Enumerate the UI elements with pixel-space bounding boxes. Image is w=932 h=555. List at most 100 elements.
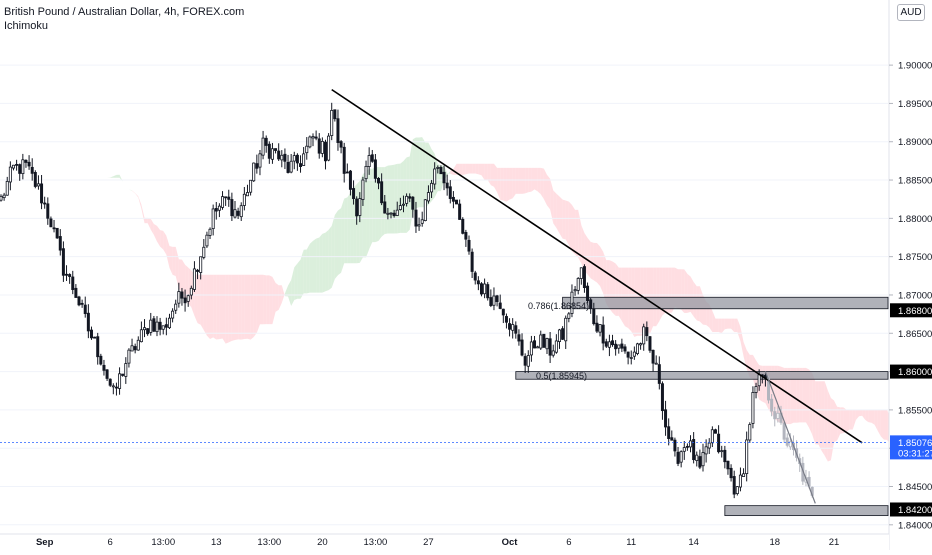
candle-up xyxy=(421,220,423,224)
candle-down xyxy=(465,232,467,239)
candle-up xyxy=(402,204,404,205)
candle-up xyxy=(493,296,495,305)
candle-down xyxy=(646,328,648,336)
candle-up xyxy=(250,180,252,192)
cloud-segment-bear xyxy=(232,275,235,341)
price-tick-label: 1.88500 xyxy=(898,176,932,187)
price-tick-label: 1.87000 xyxy=(898,290,932,301)
candle-up xyxy=(328,136,330,160)
candle-up xyxy=(212,209,214,229)
level-label: 1.84200 xyxy=(898,505,932,516)
cloud-segment-bull xyxy=(388,165,391,233)
candle-up xyxy=(312,137,314,138)
candle-down xyxy=(524,356,526,365)
candle-down xyxy=(215,208,217,211)
price-tick-label: 1.86500 xyxy=(898,329,932,340)
cloud-segment-bear xyxy=(559,196,562,238)
candle-down xyxy=(377,178,379,183)
cloud-segment-bull xyxy=(369,169,372,250)
candle-down xyxy=(730,468,732,477)
cloud-segment-bear xyxy=(263,275,266,325)
candle-up xyxy=(125,364,127,377)
cloud-segment-bear xyxy=(603,252,606,304)
cloud-segment-bear xyxy=(210,275,213,339)
candle-down xyxy=(181,292,183,298)
time-tick-label: 6 xyxy=(566,537,571,548)
candle-down xyxy=(352,189,354,199)
candle-up xyxy=(574,290,576,291)
cloud-segment-bear xyxy=(491,164,494,187)
candle-down xyxy=(103,365,105,370)
cloud-segment-bull xyxy=(110,176,113,177)
candle-down xyxy=(343,147,345,173)
candle-down xyxy=(446,183,448,188)
candle-down xyxy=(449,187,451,199)
candle-down xyxy=(16,164,18,165)
candle-up xyxy=(128,350,130,363)
cloud-segment-bull xyxy=(329,226,332,290)
candle-down xyxy=(100,356,102,364)
price-axis-bg xyxy=(889,0,932,550)
candle-up xyxy=(150,320,152,332)
current-price-label: 1.85076 xyxy=(898,438,932,449)
cloud-segment-bear xyxy=(169,246,172,275)
candle-up xyxy=(259,154,261,167)
cloud-segment-bear xyxy=(207,275,210,339)
candle-up xyxy=(736,487,738,494)
candle-up xyxy=(303,154,305,166)
candle-up xyxy=(643,327,645,344)
candle-down xyxy=(505,316,507,322)
currency-label[interactable]: AUD xyxy=(897,4,925,21)
candle-down xyxy=(318,139,320,153)
cloud-segment-bull xyxy=(316,238,319,293)
candle-up xyxy=(640,344,642,345)
candle-down xyxy=(337,119,339,143)
candle-up xyxy=(434,169,436,184)
candle-down xyxy=(72,277,74,290)
candle-up xyxy=(680,452,682,462)
candle-up xyxy=(683,448,685,452)
candle-up xyxy=(633,352,635,356)
cloud-segment-bear xyxy=(837,407,840,441)
candle-down xyxy=(69,274,71,276)
cloud-segment-bear xyxy=(691,277,694,317)
candle-up xyxy=(321,141,323,153)
candle-down xyxy=(615,344,617,349)
cloud-segment-bull xyxy=(313,239,316,293)
candle-up xyxy=(530,342,532,355)
candle-down xyxy=(225,197,227,198)
candle-down xyxy=(718,434,720,452)
candle-down xyxy=(515,326,517,334)
cloud-segment-bear xyxy=(859,410,862,416)
candle-down xyxy=(349,171,351,189)
candle-down xyxy=(75,288,77,297)
candle-up xyxy=(427,193,429,201)
candle-down xyxy=(381,182,383,203)
candle-down xyxy=(549,339,551,355)
candle-up xyxy=(331,110,333,135)
cloud-segment-bear xyxy=(550,179,553,223)
candle-up xyxy=(246,192,248,195)
candle-up xyxy=(243,194,245,205)
candle-down xyxy=(184,298,186,303)
candle-down xyxy=(287,162,289,172)
cloud-segment-bear xyxy=(588,238,591,279)
cloud-segment-bear xyxy=(728,319,731,329)
candle-down xyxy=(268,144,270,158)
candle-up xyxy=(140,330,142,342)
candle-up xyxy=(143,328,145,330)
candle-up xyxy=(558,330,560,342)
cloud-segment-bull xyxy=(325,230,328,291)
cloud-segment-bear xyxy=(553,190,556,227)
cloud-segment-bull xyxy=(126,182,129,190)
candle-down xyxy=(40,184,42,203)
candle-up xyxy=(112,386,114,387)
cloud-segment-bull xyxy=(347,193,350,263)
candle-down xyxy=(543,334,545,347)
indicator-label[interactable]: Ichimoku xyxy=(4,19,244,33)
candle-up xyxy=(253,163,255,181)
candle-up xyxy=(752,392,754,423)
cloud-segment-bear xyxy=(871,410,874,425)
